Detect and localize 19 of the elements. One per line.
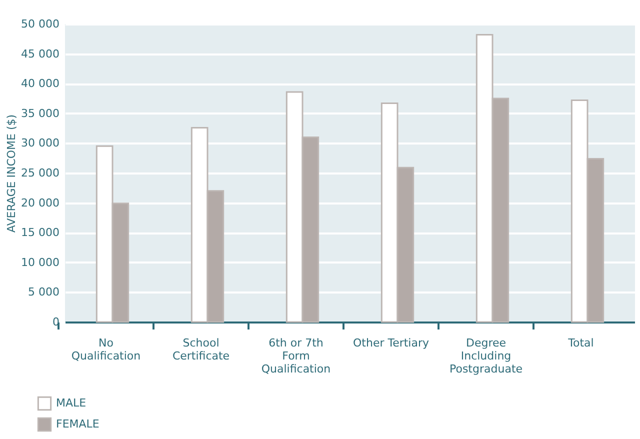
- y-tick-label: 5 000: [28, 286, 60, 299]
- y-tick-label: 40 000: [21, 77, 60, 90]
- y-tick-label: 30 000: [21, 136, 60, 150]
- y-tick-label: 50 000: [21, 18, 60, 30]
- y-tick-label: 15 000: [21, 226, 60, 240]
- y-tick-label: 45 000: [21, 47, 60, 60]
- x-tick-label: Total: [567, 336, 594, 350]
- x-tick-label: No Qualification: [71, 336, 141, 362]
- y-tick-label: 25 000: [21, 166, 60, 180]
- legend-label: MALE: [56, 396, 86, 410]
- y-tick-label: 10 000: [21, 256, 60, 269]
- y-tick-label: 20 000: [21, 196, 60, 210]
- x-tick-label: 6th or 7th Form Qualification: [261, 336, 331, 376]
- y-axis-title: AVERAGE INCOME ($): [5, 114, 18, 233]
- x-tick-label: Other Tertiary: [352, 336, 430, 350]
- x-tick-label: School Certificate: [172, 336, 230, 362]
- legend-label: FEMALE: [56, 418, 100, 430]
- x-tick-label: Degree Including Postgraduate: [449, 336, 523, 376]
- y-tick-label: 35 000: [21, 106, 60, 120]
